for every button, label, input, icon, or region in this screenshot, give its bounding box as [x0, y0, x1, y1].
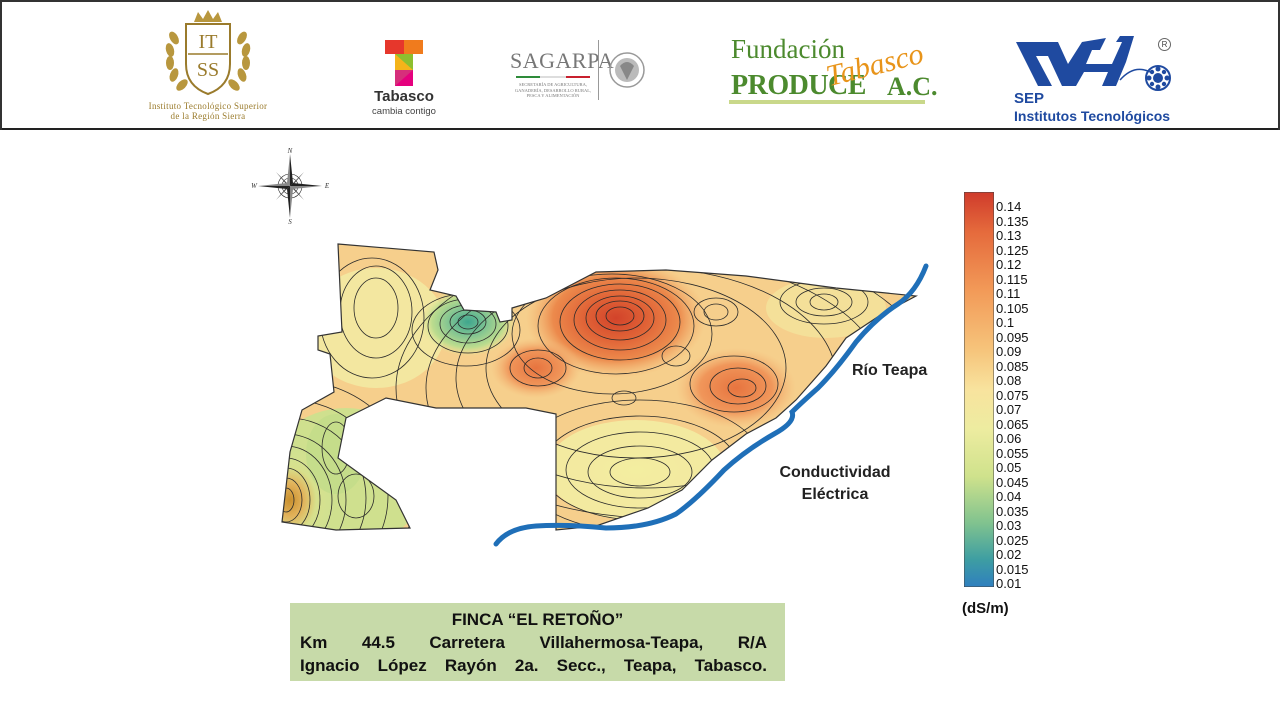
- legend-tick-label: 0.015: [996, 561, 1029, 577]
- sagarpa-divider: [598, 40, 599, 100]
- legend-tick-label: 0.01: [996, 576, 1022, 591]
- river-label: Río Teapa: [852, 362, 928, 379]
- fundacion-underline: [729, 100, 925, 104]
- fundacion-produce-logo: Fundación PRODUCE Tabasco A.C.: [727, 34, 938, 108]
- svg-text:SS: SS: [197, 59, 219, 81]
- sep-logo: R SEP Institutos Tecnológicos: [1012, 34, 1184, 126]
- farm-title: FINCA “EL RETOÑO”: [451, 610, 624, 629]
- legend-tick-label: 0.135: [996, 213, 1029, 229]
- legend-tick-label: 0.13: [996, 228, 1022, 243]
- compass-rose-icon: N S W E: [251, 147, 330, 226]
- logo-header: IT SS Instituto Tecnológico Superior de …: [0, 0, 1280, 130]
- sep-emblem-icon: [1016, 36, 1171, 91]
- sagarpa-subtitle-line3: PESCA Y ALIMENTACIÓN: [526, 93, 580, 98]
- compass-n: N: [287, 147, 293, 155]
- sagarpa-flag-stripe: [516, 76, 590, 78]
- legend-tick-label: 0.085: [996, 358, 1029, 374]
- legend-tick-label: 0.115: [996, 271, 1028, 287]
- legend-color-bar: [964, 192, 994, 587]
- farm-address-line1: Km 44.5 Carretera Villahermosa-Teapa, R/…: [300, 633, 767, 652]
- farm-info-box: FINCA “EL RETOÑO” Km 44.5 Carretera Vill…: [290, 603, 785, 681]
- sagarpa-name: SAGARPA: [510, 48, 615, 73]
- legend-tick-label: 0.025: [996, 532, 1029, 548]
- legend-tick-label: 0.08: [996, 373, 1022, 388]
- tabasco-t-icon: [385, 40, 423, 86]
- sagarpa-logo: SAGARPA SECRETARÍA DE AGRICULTURA, GANAD…: [506, 36, 648, 108]
- legend-tick-label: 0.09: [996, 344, 1022, 359]
- sep-name: SEP: [1014, 90, 1045, 107]
- compass-e: E: [324, 182, 330, 190]
- sep-subtitle: Institutos Tecnológicos: [1014, 108, 1171, 124]
- tabasco-logo: Tabasco cambia contigo: [368, 38, 440, 120]
- legend-tick-label: 0.1: [996, 315, 1015, 330]
- header-border-right: [1278, 0, 1280, 130]
- legend-tick-label: 0.105: [996, 300, 1029, 316]
- legend-tick-label: 0.065: [996, 416, 1029, 432]
- legend-tick-label: 0.11: [996, 286, 1021, 301]
- compass-w: W: [251, 182, 258, 190]
- legend-tick-label: 0.02: [996, 547, 1022, 562]
- legend-tick-label: 0.075: [996, 387, 1029, 403]
- legend-tick-label: 0.095: [996, 329, 1029, 345]
- itss-caption-line2: de la Región Sierra: [170, 111, 246, 121]
- rio-teapa-river: [493, 263, 929, 547]
- legend-tick-label: 0.03: [996, 518, 1022, 533]
- sagarpa-subtitle-line1: SECRETARÍA DE AGRICULTURA,: [518, 82, 588, 87]
- itss-caption-line1: Instituto Tecnológico Superior: [148, 101, 268, 111]
- tabasco-name: Tabasco: [374, 88, 434, 105]
- map-caption: Conductividad Eléctrica: [760, 462, 910, 506]
- mexican-shield-icon: [609, 52, 645, 88]
- header-border-top: [0, 0, 1280, 2]
- ac-text: A.C.: [887, 72, 938, 101]
- header-border-left: [0, 0, 2, 130]
- tabasco-slogan: cambia contigo: [372, 106, 436, 117]
- farm-address-line2: Ignacio López Rayón 2a. Secc., Teapa, Ta…: [300, 656, 767, 675]
- registered-mark: R: [1158, 38, 1171, 51]
- legend-tick-label: 0.06: [996, 431, 1022, 446]
- legend-tick-label: 0.04: [996, 489, 1022, 504]
- legend-tick-label: 0.035: [996, 503, 1029, 519]
- legend-tick-label: 0.07: [996, 402, 1022, 417]
- legend-tick-label: 0.125: [996, 242, 1029, 258]
- compass-s: S: [288, 218, 292, 226]
- svg-text:IT: IT: [199, 31, 218, 53]
- legend-tick-label: 0.12: [996, 257, 1022, 272]
- itss-crest-icon: IT SS: [165, 10, 251, 96]
- legend-unit: (dS/m): [962, 600, 1009, 617]
- map-caption-line2: Eléctrica: [801, 486, 869, 503]
- legend-tick-label: 0.05: [996, 460, 1022, 475]
- field-boundary: [281, 243, 919, 531]
- legend-tick-label: 0.055: [996, 445, 1029, 461]
- legend-tick-label: 0.14: [996, 199, 1022, 214]
- produce-text: PRODUCE: [731, 70, 866, 101]
- sagarpa-subtitle-line2: GANADERÍA, DESARROLLO RURAL,: [514, 87, 592, 93]
- sagarpa-subtitle: SECRETARÍA DE AGRICULTURA, GANADERÍA, DE…: [510, 82, 596, 99]
- conductivity-contour-map: [281, 243, 929, 547]
- fundacion-text: Fundación: [731, 34, 845, 64]
- legend-tick-label: 0.045: [996, 474, 1029, 490]
- map-caption-line1: Conductividad: [779, 464, 891, 481]
- itss-logo: IT SS Instituto Tecnológico Superior de …: [130, 8, 286, 123]
